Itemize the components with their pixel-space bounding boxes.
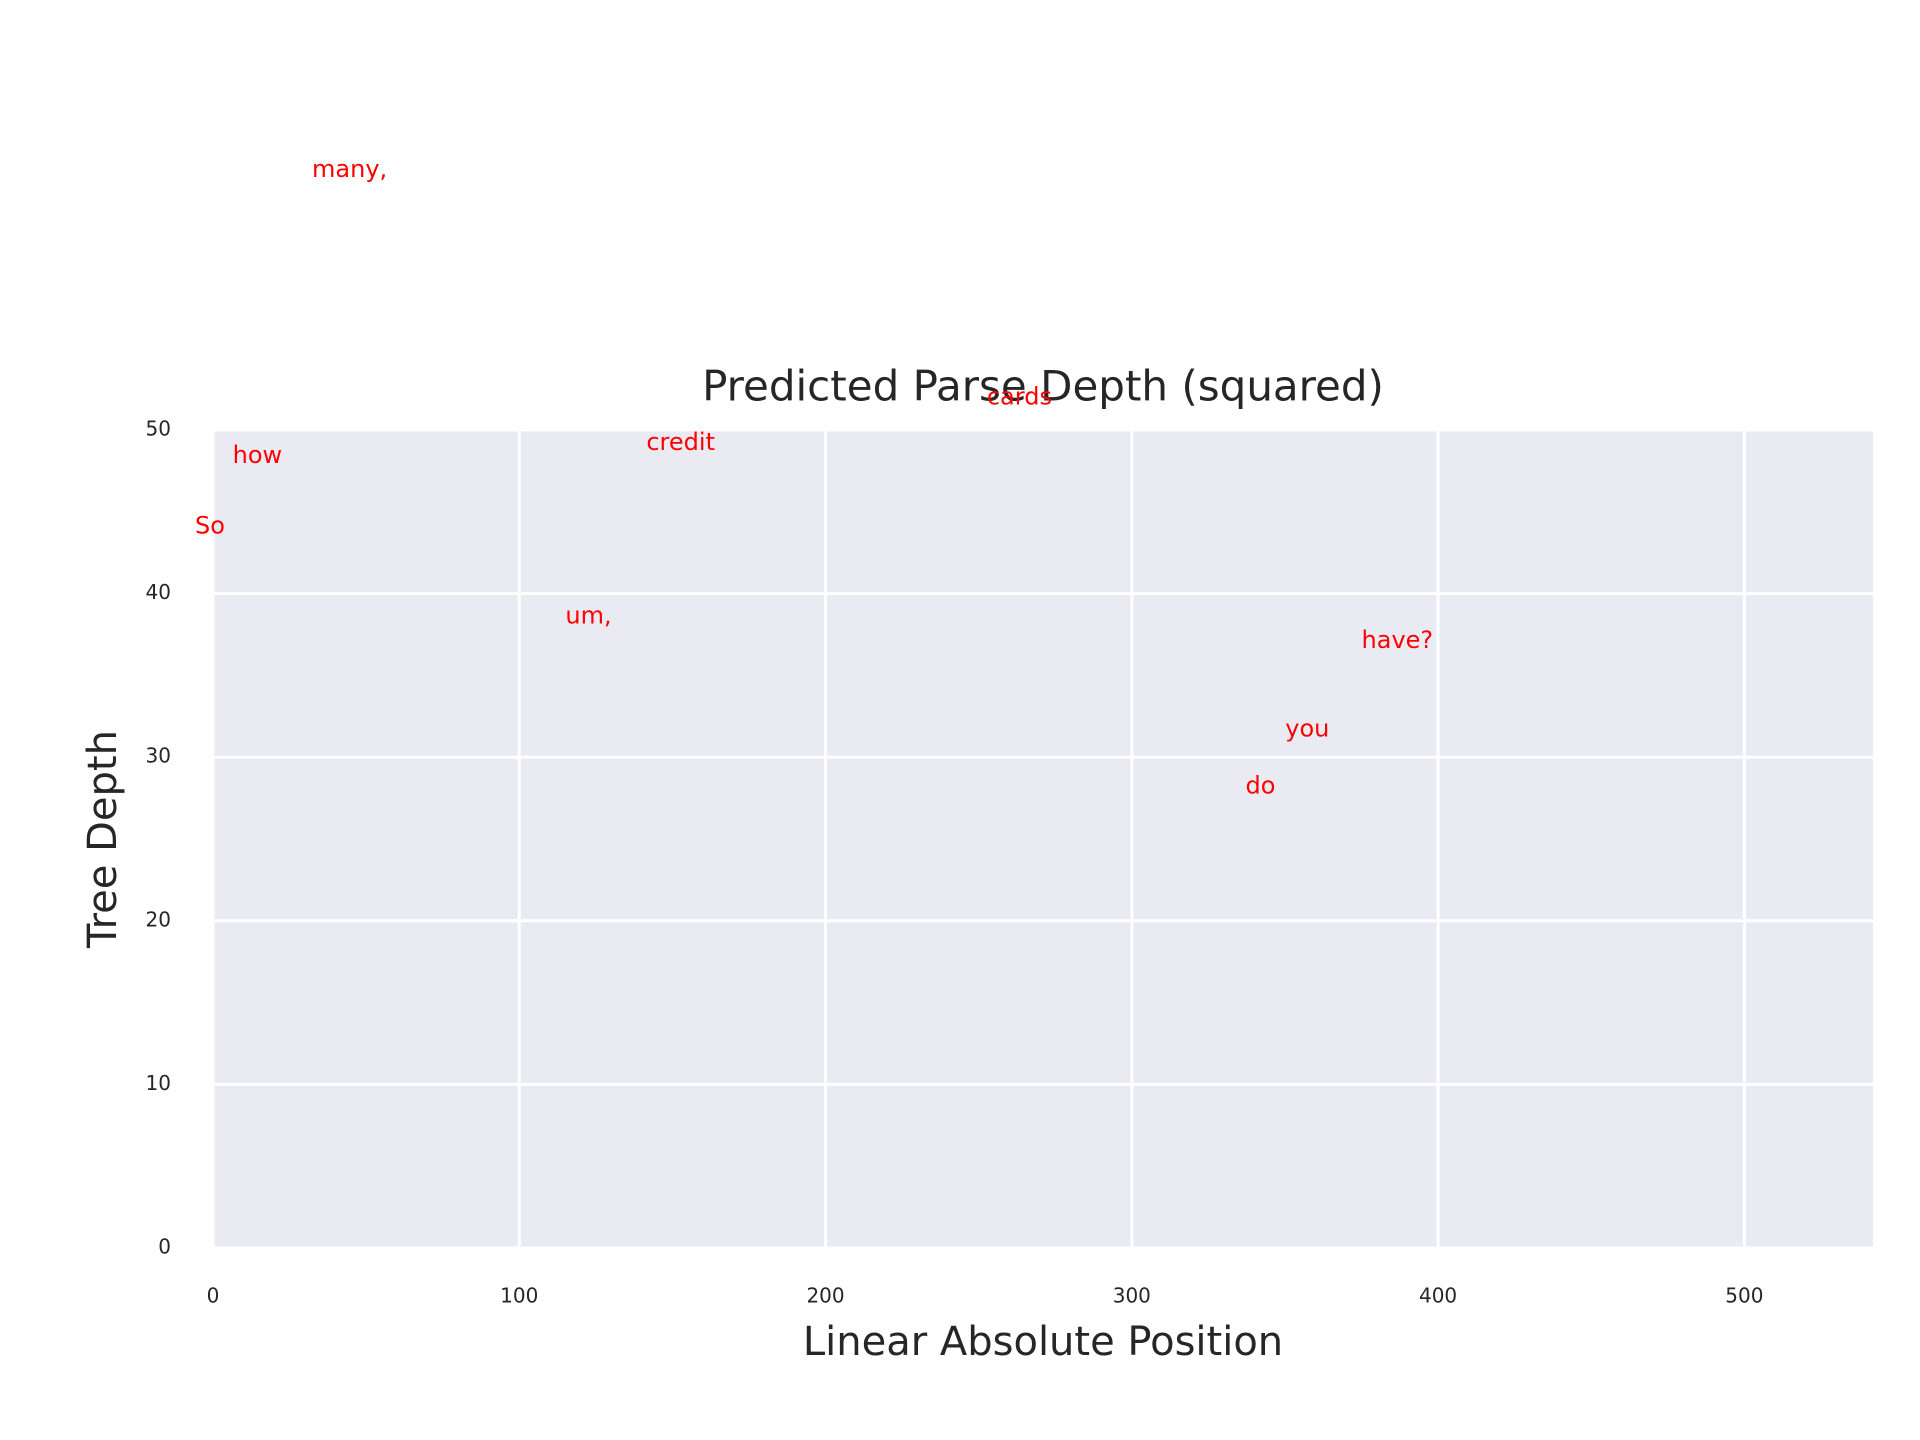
y-tick-label: 50 bbox=[146, 417, 171, 441]
word-label: have? bbox=[1362, 626, 1434, 654]
word-label: many, bbox=[312, 155, 387, 183]
x-axis-label: Linear Absolute Position bbox=[803, 1319, 1283, 1365]
y-tick-label: 40 bbox=[146, 580, 171, 604]
x-tick-label: 200 bbox=[806, 1284, 844, 1308]
x-tick-label: 300 bbox=[1113, 1284, 1151, 1308]
word-label: So bbox=[195, 512, 225, 540]
x-tick-label: 0 bbox=[207, 1284, 220, 1308]
x-tick-label: 100 bbox=[500, 1284, 538, 1308]
y-tick-label: 10 bbox=[146, 1071, 171, 1095]
y-tick-label: 30 bbox=[146, 744, 171, 768]
x-tick-label: 400 bbox=[1419, 1284, 1457, 1308]
word-label: credit bbox=[646, 428, 715, 456]
word-label: cards bbox=[987, 382, 1052, 410]
x-tick-label: 500 bbox=[1725, 1284, 1763, 1308]
word-label: you bbox=[1285, 714, 1329, 742]
y-tick-label: 0 bbox=[158, 1235, 171, 1259]
y-axis-label: Tree Depth bbox=[80, 730, 126, 949]
plot-area bbox=[213, 430, 1873, 1248]
word-label: how bbox=[233, 441, 283, 469]
y-tick-label: 20 bbox=[146, 907, 171, 931]
word-label: do bbox=[1245, 772, 1275, 800]
chart-title: Predicted Parse Depth (squared) bbox=[702, 362, 1384, 411]
word-label: um, bbox=[565, 602, 611, 630]
